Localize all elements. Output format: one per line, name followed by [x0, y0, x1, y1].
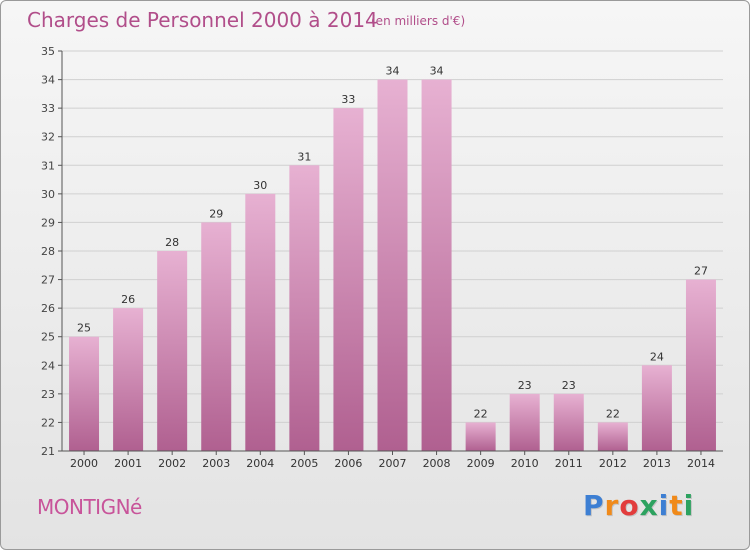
y-tick-label: 27 — [41, 274, 55, 287]
logo-letter: x — [639, 489, 659, 522]
bar-2010[interactable] — [509, 393, 540, 451]
x-tick-label: 2011 — [555, 457, 583, 470]
bar-value-label: 33 — [341, 93, 355, 106]
bar-value-label: 23 — [562, 379, 576, 392]
y-tick-label: 21 — [41, 445, 55, 458]
bar-value-label: 26 — [121, 293, 135, 306]
x-tick-label: 2004 — [246, 457, 274, 470]
bar-2009[interactable] — [465, 422, 496, 451]
y-tick-label: 31 — [41, 159, 55, 172]
y-tick-label: 24 — [41, 359, 55, 372]
bar-2005[interactable] — [289, 165, 320, 452]
y-tick-label: 25 — [41, 331, 55, 344]
x-tick-label: 2005 — [290, 457, 318, 470]
logo-letter: t — [669, 489, 684, 522]
chart-subtitle: (en milliers d'€) — [371, 14, 466, 28]
bar-2011[interactable] — [553, 393, 584, 451]
bar-2003[interactable] — [201, 222, 232, 451]
x-tick-label: 2010 — [511, 457, 539, 470]
bar-2013[interactable] — [641, 365, 672, 451]
bar-value-label: 24 — [650, 350, 664, 363]
bar-value-label: 34 — [430, 65, 444, 78]
bar-value-label: 27 — [694, 265, 708, 278]
bar-2012[interactable] — [597, 422, 628, 451]
x-tick-label: 2002 — [158, 457, 186, 470]
y-tick-label: 35 — [41, 45, 55, 58]
bar-value-label: 30 — [253, 179, 267, 192]
x-tick-label: 2000 — [70, 457, 98, 470]
y-tick-label: 30 — [41, 188, 55, 201]
x-tick-label: 2003 — [202, 457, 230, 470]
bar-value-label: 22 — [606, 407, 620, 420]
bar-value-label: 34 — [386, 65, 400, 78]
y-tick-label: 34 — [41, 74, 55, 87]
bar-2006[interactable] — [333, 108, 364, 452]
bar-2008[interactable] — [421, 79, 452, 452]
bar-2014[interactable] — [685, 279, 716, 451]
y-tick-label: 29 — [41, 216, 55, 229]
x-tick-label: 2007 — [379, 457, 407, 470]
y-tick-label: 32 — [41, 131, 55, 144]
proxiti-logo[interactable]: Proxiti — [583, 489, 694, 522]
y-tick-label: 33 — [41, 102, 55, 115]
bar-2002[interactable] — [157, 251, 188, 451]
y-tick-label: 26 — [41, 302, 55, 315]
logo-letter: i — [683, 489, 695, 522]
bar-value-label: 28 — [165, 236, 179, 249]
bar-value-label: 23 — [518, 379, 532, 392]
x-tick-label: 2008 — [423, 457, 451, 470]
x-tick-label: 2013 — [643, 457, 671, 470]
bar-value-label: 22 — [474, 407, 488, 420]
bar-value-label: 29 — [209, 207, 223, 220]
bar-2001[interactable] — [113, 308, 144, 451]
x-tick-label: 2006 — [334, 457, 362, 470]
bar-value-label: 25 — [77, 322, 91, 335]
x-tick-label: 2009 — [467, 457, 495, 470]
logo-letter: P — [583, 489, 605, 522]
y-tick-label: 28 — [41, 245, 55, 258]
y-tick-label: 22 — [41, 416, 55, 429]
x-tick-label: 2014 — [687, 457, 715, 470]
chart-title: Charges de Personnel 2000 à 2014 — [27, 8, 378, 32]
bar-value-label: 31 — [297, 150, 311, 163]
y-tick-label: 23 — [41, 388, 55, 401]
x-tick-label: 2012 — [599, 457, 627, 470]
logo-letter: i — [658, 489, 670, 522]
logo-letter: o — [619, 489, 640, 522]
commune-name: MONTIGNé — [37, 495, 142, 519]
x-tick-label: 2001 — [114, 457, 142, 470]
bar-2004[interactable] — [245, 193, 276, 451]
logo-letter: r — [604, 489, 620, 522]
bar-2000[interactable] — [69, 336, 100, 451]
bar-2007[interactable] — [377, 79, 408, 452]
